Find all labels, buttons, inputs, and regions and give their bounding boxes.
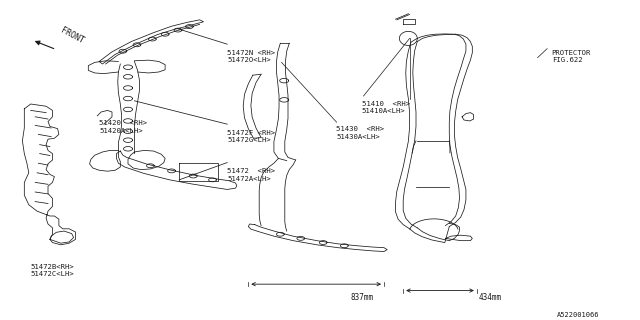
Text: 51420  <RH>
51420A<LH>: 51420 <RH> 51420A<LH> — [99, 120, 147, 133]
Text: 51472B<RH>
51472C<LH>: 51472B<RH> 51472C<LH> — [31, 264, 74, 277]
Text: 837mm: 837mm — [351, 293, 374, 302]
Text: 51472N <RH>
51472O<LH>: 51472N <RH> 51472O<LH> — [227, 50, 275, 63]
Text: 51472F <RH>
51472G<LH>: 51472F <RH> 51472G<LH> — [227, 130, 275, 143]
Text: 51472  <RH>
51472A<LH>: 51472 <RH> 51472A<LH> — [227, 168, 275, 181]
Text: 51410  <RH>
51410A<LH>: 51410 <RH> 51410A<LH> — [362, 101, 410, 114]
Text: 434mm: 434mm — [479, 293, 502, 302]
Text: 51430  <RH>
51430A<LH>: 51430 <RH> 51430A<LH> — [336, 126, 384, 140]
Text: A522001066: A522001066 — [557, 312, 599, 318]
Text: FRONT: FRONT — [59, 26, 85, 45]
Text: PROTECTOR
FIG.622: PROTECTOR FIG.622 — [552, 50, 591, 63]
